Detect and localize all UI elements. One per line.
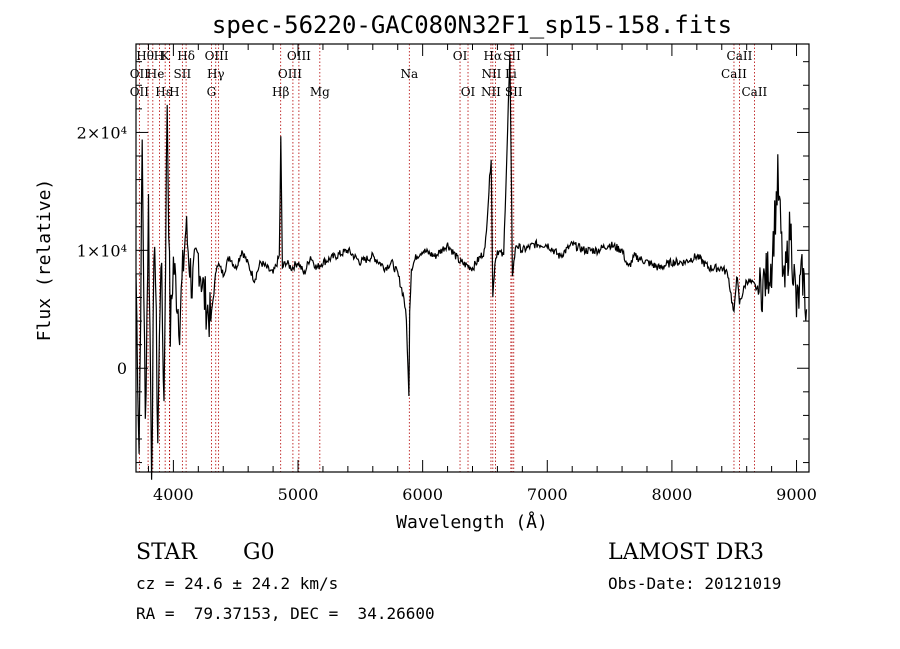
spectrum-series (135, 53, 808, 480)
plot-frame (135, 43, 810, 473)
object-class: STAR (136, 540, 197, 565)
spectral-line-label: Na (400, 67, 418, 81)
y-axis-label: Flux (relative) (34, 179, 55, 342)
x-tick-label: 4000 (153, 485, 194, 504)
spectral-line-label: Hβ (272, 85, 289, 99)
x-tick-label: 5000 (278, 485, 319, 504)
spectral-line-label: Hε (155, 85, 172, 99)
spectral-line-label: OI (453, 49, 468, 63)
spectral-line-label: Hδ (177, 49, 195, 63)
spectral-line-label: NII (481, 67, 501, 81)
spectral-line-label: OII (130, 85, 150, 99)
x-tick-label: 7000 (527, 485, 568, 504)
line-markers (138, 44, 755, 472)
object-subclass: G0 (243, 540, 275, 565)
survey-name: LAMOST DR3 (608, 540, 764, 565)
spectral-line-label: SII (503, 49, 521, 63)
spectral-line-label: Hα (484, 49, 503, 63)
spectral-line-label: SII (505, 85, 523, 99)
coordinates: RA = 79.37153, DEC = 34.26600 (136, 604, 435, 623)
x-tick-label: 8000 (652, 485, 693, 504)
spectral-line-label: CaII (741, 85, 767, 99)
spectral-line-label: CaII (721, 67, 747, 81)
chart-title: spec-56220-GAC080N32F1_sp15-158.fits (212, 11, 732, 39)
spectral-line-label: CaII (727, 49, 753, 63)
spectral-line-label: OIII (205, 49, 229, 63)
y-tick-label: 2×10⁴ (77, 123, 127, 142)
spectral-line-label: OII (130, 67, 150, 81)
spectral-line-label: NII (481, 85, 501, 99)
spectral-line-label: Li (505, 67, 517, 81)
y-tick-label: 1×10⁴ (77, 241, 127, 260)
spectral-line-label: OIII (287, 49, 311, 63)
spectral-line-label: Hθ (136, 49, 154, 63)
redshift-cz: cz = 24.6 ± 24.2 km/s (136, 574, 339, 593)
x-axis-label: Wavelength (Å) (396, 511, 548, 533)
spectral-line-label: OI (461, 85, 476, 99)
spectral-line-label: SII (174, 67, 192, 81)
spectral-line-label: K (161, 49, 171, 63)
spectrum-line (135, 53, 808, 480)
spectral-line-label: OIII (278, 67, 302, 81)
x-tick-label: 9000 (776, 485, 817, 504)
spectral-line-label: He (147, 67, 165, 81)
spectral-line-label: H (169, 85, 179, 99)
x-axis: 4000 5000 6000 7000 8000 9000 (147, 44, 817, 504)
spectral-line-label: Hγ (207, 67, 225, 81)
spectral-line-label: Mg (310, 85, 330, 99)
y-axis: 0 1×10⁴ 2×10⁴ (77, 61, 809, 464)
x-tick-label: 6000 (402, 485, 443, 504)
spectral-line-label: H (154, 49, 164, 63)
observation-date: Obs-Date: 20121019 (608, 574, 782, 593)
y-tick-label: 0 (117, 359, 127, 378)
spectral-line-label: G (207, 85, 217, 99)
